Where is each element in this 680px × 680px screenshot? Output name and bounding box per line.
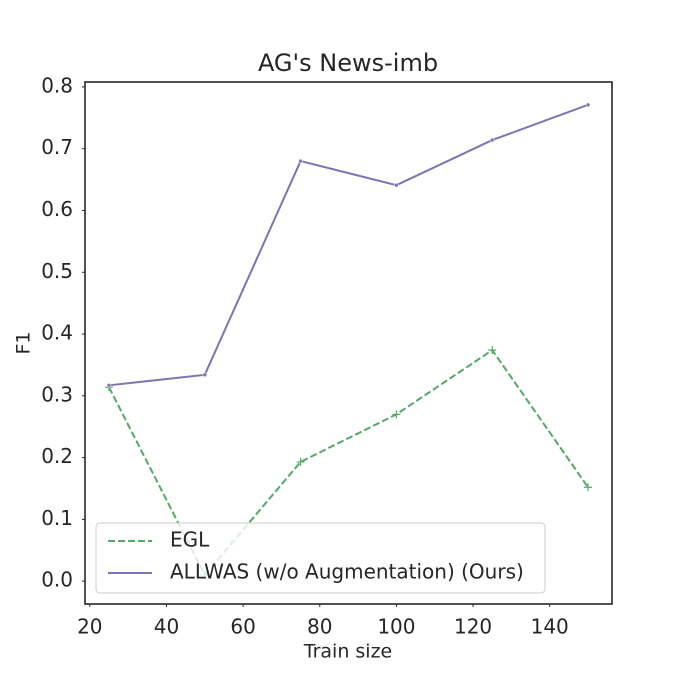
x-tick-label: 140 xyxy=(531,615,569,639)
y-tick-label: 0.7 xyxy=(41,135,73,159)
point-marker xyxy=(585,102,591,108)
legend: EGL ALLWAS (w/o Augmentation) (Ours) xyxy=(95,522,546,594)
x-tick-label: 100 xyxy=(377,615,415,639)
y-axis-label: F1 xyxy=(13,331,35,354)
y-tick-label: 0.1 xyxy=(41,506,73,530)
y-tick-label: 0.2 xyxy=(41,444,73,468)
plot-frame xyxy=(84,81,613,605)
series-line xyxy=(108,103,589,387)
x-tick-label: 120 xyxy=(454,615,492,639)
x-axis-label: Train size xyxy=(303,641,392,663)
legend-label: EGL xyxy=(170,528,210,552)
legend-label: ALLWAS (w/o Augmentation) (Ours) xyxy=(170,560,524,584)
point-marker xyxy=(394,182,399,188)
y-tick-label: 0.6 xyxy=(41,197,73,221)
y-tick-label: 0.5 xyxy=(41,259,73,283)
y-tick-label: 0.4 xyxy=(41,321,73,345)
y-tick-label: 0.8 xyxy=(41,73,73,97)
point-marker xyxy=(584,483,593,492)
x-tick-label: 40 xyxy=(154,615,179,639)
point-marker xyxy=(106,383,112,388)
point-marker xyxy=(298,158,303,164)
x-tick-label: 20 xyxy=(77,615,102,639)
point-marker xyxy=(488,346,497,355)
point-marker xyxy=(392,410,401,419)
point-marker xyxy=(489,137,495,143)
y-tick-label: 0.0 xyxy=(41,568,73,592)
x-tick-label: 60 xyxy=(230,615,255,639)
point-marker xyxy=(296,457,305,466)
point-marker xyxy=(202,372,208,378)
chart-title: AG's News-imb xyxy=(258,49,438,77)
legend-box xyxy=(95,522,546,594)
y-tick-label: 0.3 xyxy=(41,382,73,406)
x-tick-label: 80 xyxy=(307,615,332,639)
